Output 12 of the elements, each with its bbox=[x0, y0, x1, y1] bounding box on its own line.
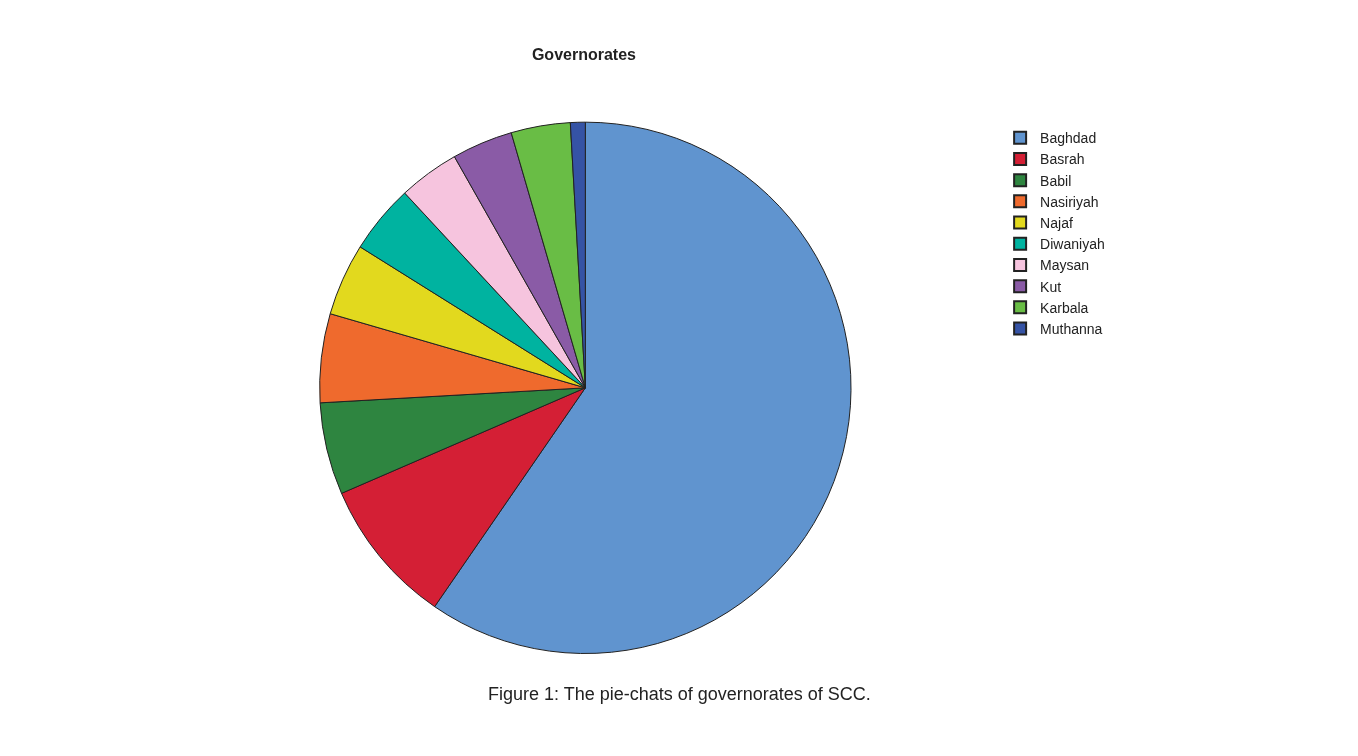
legend-label: Muthanna bbox=[1040, 321, 1103, 338]
legend-label: Diwaniyah bbox=[1040, 236, 1105, 253]
legend-label: Basrah bbox=[1040, 151, 1085, 168]
legend-label: Baghdad bbox=[1040, 130, 1097, 147]
legend-label: Najaf bbox=[1040, 215, 1073, 232]
legend-label: Kut bbox=[1040, 278, 1062, 295]
legend-label: Babil bbox=[1040, 172, 1072, 189]
chart-title: Governorates bbox=[531, 46, 637, 64]
caption: Figure 1: The pie-chats of governorates of SCC. bbox=[488, 684, 871, 704]
legend-label: Nasiriyah bbox=[1040, 193, 1099, 210]
legend-label: Maysan bbox=[1040, 257, 1090, 274]
legend-label: Karbala bbox=[1040, 299, 1089, 316]
